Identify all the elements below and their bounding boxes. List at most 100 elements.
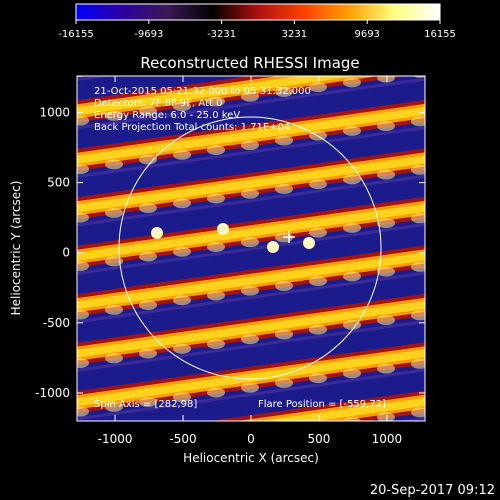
fringe-highlight: [241, 188, 259, 199]
spin-axis-label: Spin Axis = [282,98]: [94, 399, 197, 410]
colorbar-tick-label: -3231: [207, 29, 236, 40]
fringe-highlight: [377, 266, 395, 277]
plot-title: Reconstructed RHESSI Image: [140, 54, 359, 72]
fringe-highlight: [411, 116, 425, 127]
fringe-highlight: [411, 164, 425, 175]
fringe-highlight: [139, 300, 157, 311]
fringe-highlight: [343, 77, 361, 88]
fringe-highlight: [105, 401, 123, 412]
fringe-highlight: [139, 251, 157, 262]
fringe-highlight: [207, 290, 225, 301]
fringe-highlight: [207, 241, 225, 252]
x-tick-label: 1000: [372, 432, 403, 446]
fringe-highlight: [105, 207, 123, 218]
info-line-method: Back Projection Total counts: 1.71E+04: [94, 122, 290, 133]
y-tick-label: 0: [62, 246, 70, 260]
fringe-highlight: [343, 125, 361, 136]
colorbar-ticks: -16155 -9693 -3231 3231 9693 16155: [58, 20, 456, 40]
fringe-highlight: [275, 280, 293, 291]
fringe-highlight: [207, 193, 225, 204]
fringe-highlight: [105, 256, 123, 267]
fringe-highlight: [77, 309, 89, 320]
fringe-highlight: [241, 334, 259, 345]
y-tick-label: 1000: [39, 105, 70, 119]
fringe-highlight: [241, 237, 259, 248]
timestamp: 20-Sep-2017 09:12: [370, 483, 495, 498]
fringe-highlight: [309, 373, 327, 384]
info-line-time: 21-Oct-2015 05:21:32.000 to 05:31:32.000: [94, 86, 311, 97]
fringe-highlight: [207, 144, 225, 155]
info-block: 21-Oct-2015 05:21:32.000 to 05:31:32.000…: [94, 86, 386, 410]
fringe-highlight: [309, 276, 327, 287]
fringe-highlight: [377, 315, 395, 326]
fringe-highlight: [343, 271, 361, 282]
y-tick-label: 500: [47, 176, 70, 190]
y-tick-label: -1000: [35, 386, 70, 400]
fringe-highlight: [309, 324, 327, 335]
fringe-highlight: [309, 179, 327, 190]
info-line-energy: Energy Range: 6.0 - 25.0 keV: [94, 110, 240, 121]
image-area: [76, 75, 426, 432]
fringe-pattern: [77, 76, 425, 421]
source-spot: [303, 237, 315, 249]
y-axis-label: Heliocentric Y (arcsec): [9, 181, 23, 316]
source-spot: [267, 241, 279, 253]
fringe-highlight: [173, 295, 191, 306]
y-tick-label: -500: [43, 316, 70, 330]
fringe-highlight: [241, 91, 259, 102]
fringe-highlight: [105, 159, 123, 170]
fringe-highlight: [105, 110, 123, 121]
fringe-highlight: [139, 154, 157, 165]
source-spot: [217, 223, 229, 235]
fringe-highlight: [139, 106, 157, 117]
fringe-highlight: [275, 135, 293, 146]
x-axis-label: Heliocentric X (arcsec): [183, 451, 319, 465]
colorbar: -16155 -9693 -3231 3231 9693 16155: [58, 3, 456, 40]
fringe-highlight: [77, 406, 89, 417]
fringe-highlight: [207, 338, 225, 349]
fringe-highlight: [105, 304, 123, 315]
fringe-highlight: [411, 407, 425, 418]
x-tick-label: 0: [247, 432, 255, 446]
flare-position-label: Flare Position = [-559,72]: [258, 399, 386, 410]
fringe-highlight: [241, 140, 259, 151]
fringe-highlight: [377, 121, 395, 132]
fringe-highlight: [275, 377, 293, 388]
fringe-highlight: [173, 392, 191, 403]
fringe-highlight: [173, 343, 191, 354]
fringe-highlight: [77, 261, 89, 272]
x-tick-label: -1000: [98, 432, 133, 446]
fringe-highlight: [377, 169, 395, 180]
fringe-highlight: [207, 96, 225, 107]
fringe-highlight: [173, 149, 191, 160]
fringe-highlight: [377, 218, 395, 229]
fringe-highlight: [343, 319, 361, 330]
fringe-highlight: [411, 358, 425, 369]
fringe-highlight: [411, 213, 425, 224]
y-axis-ticks: 1000 500 0 -500 -1000: [35, 105, 425, 400]
fringe-highlight: [241, 382, 259, 393]
fringe-highlight: [77, 115, 89, 126]
fringe-highlight: [173, 101, 191, 112]
colorbar-tick-label: -9693: [134, 29, 163, 40]
fringe-highlight: [275, 86, 293, 97]
bright-spots: [77, 76, 425, 432]
x-axis-ticks: -1000 -500 0 500 1000: [98, 76, 403, 446]
fringe-highlight: [139, 397, 157, 408]
fringe-highlight: [309, 422, 327, 432]
x-tick-label: -500: [169, 432, 196, 446]
fringe-highlight: [173, 246, 191, 257]
fringe-highlight: [411, 261, 425, 272]
fringe-highlight: [105, 353, 123, 364]
fringe-highlight: [275, 329, 293, 340]
fringe-highlight: [241, 285, 259, 296]
colorbar-strip: [75, 3, 441, 21]
fringe-highlight: [343, 174, 361, 185]
fringe-highlight: [139, 203, 157, 214]
fringe-highlight: [207, 387, 225, 398]
fringe-highlight: [173, 198, 191, 209]
colorbar-tick-label: -16155: [58, 29, 93, 40]
colorbar-tick-label: 3231: [282, 29, 307, 40]
solar-limb-circle: [118, 116, 382, 380]
